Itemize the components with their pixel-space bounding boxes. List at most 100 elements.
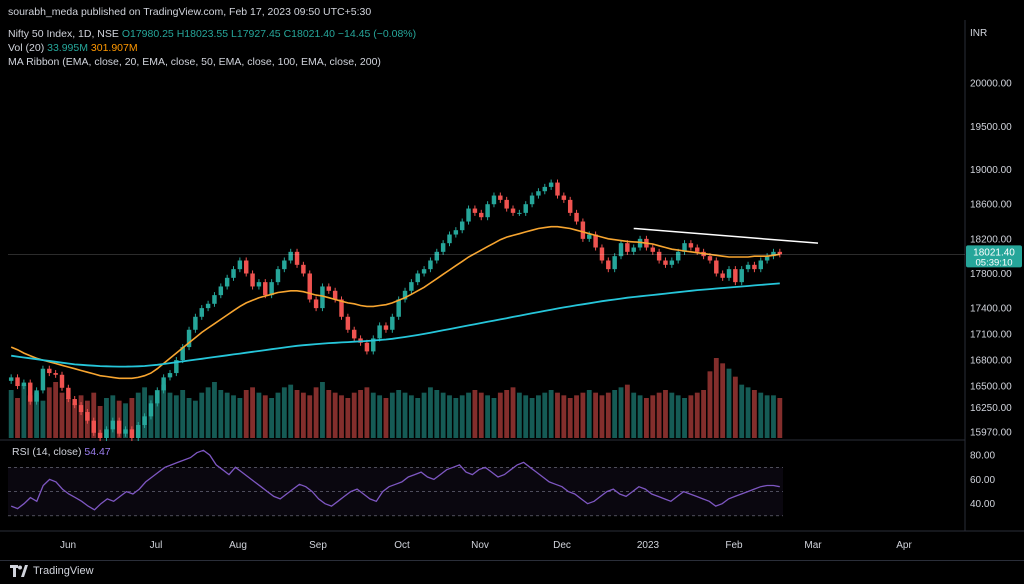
time-tick-label: Apr: [896, 540, 912, 551]
brand-label: TradingView: [33, 565, 94, 577]
volume-bar: [40, 400, 46, 438]
high-value: H18023.55: [176, 28, 229, 40]
candle: [466, 205, 471, 225]
rsi-line: RSI (14, close) 54.47: [12, 446, 111, 458]
candle: [256, 279, 262, 290]
candle: [650, 244, 655, 255]
candle: [428, 257, 433, 273]
volume-bar: [364, 387, 370, 438]
price-tick-label: 19500.00: [970, 122, 1012, 133]
tradingview-brand[interactable]: TradingView: [10, 565, 94, 577]
volume-bar: [345, 398, 351, 438]
volume-bar: [504, 390, 510, 438]
ma-ribbon-line[interactable]: MA Ribbon (EMA, close, 20, EMA, close, 5…: [8, 56, 381, 68]
candle: [161, 374, 166, 394]
volume-bar: [644, 398, 649, 438]
volume-bar: [8, 390, 14, 438]
volume-bar: [46, 387, 52, 438]
volume-bar: [536, 395, 541, 438]
volume-bar: [351, 392, 357, 438]
volume-bar: [605, 392, 611, 438]
candle: [612, 253, 617, 273]
candle: [47, 365, 52, 377]
candle: [78, 402, 84, 416]
volume-bar: [752, 390, 757, 438]
candle: [434, 248, 440, 264]
low-value: L17927.45: [231, 28, 281, 40]
volume-line: Vol (20) 33.995M 301.907M: [8, 42, 138, 54]
volume-bar: [485, 395, 491, 438]
candle: [224, 274, 230, 290]
volume-bar: [631, 392, 637, 438]
candle: [320, 283, 325, 312]
time-tick-label: Jul: [150, 540, 163, 551]
volume-bar: [377, 395, 383, 438]
volume-bar: [186, 398, 192, 438]
volume-bar: [713, 358, 719, 438]
volume-bar: [123, 403, 128, 438]
candle: [66, 384, 71, 403]
volume-bar: [21, 384, 27, 438]
volume-bar: [707, 371, 713, 438]
volume-label[interactable]: Vol (20): [8, 42, 45, 54]
candle: [409, 279, 414, 294]
candle: [726, 266, 732, 281]
volume-bar: [732, 376, 738, 438]
candle: [339, 296, 344, 320]
volume-bar: [777, 398, 783, 438]
volume-bar: [650, 395, 656, 438]
rsi-label[interactable]: RSI (14, close): [12, 446, 82, 458]
volume-bar: [510, 387, 516, 438]
candle: [574, 209, 579, 225]
candle: [714, 257, 719, 277]
rsi-line: [10, 449, 780, 511]
time-tick-label: Sep: [309, 540, 327, 551]
symbol-name[interactable]: Nifty 50 Index, 1D, NSE: [8, 28, 119, 40]
volume-bar: [339, 395, 344, 438]
candle: [294, 248, 300, 268]
volume-bar: [65, 398, 71, 438]
candle: [536, 188, 541, 199]
candle: [733, 266, 738, 286]
volume-bar: [624, 384, 630, 438]
candle: [498, 192, 503, 203]
candle: [479, 209, 484, 221]
footer-bar: [0, 560, 1024, 584]
volume-bar: [402, 392, 408, 438]
time-tick-label: Mar: [804, 540, 822, 551]
volume-bar: [383, 398, 389, 438]
volume-bar: [669, 392, 675, 438]
candle: [485, 201, 490, 221]
candle: [116, 417, 122, 437]
volume-bar: [199, 392, 205, 438]
volume-bar: [548, 390, 554, 438]
candle: [771, 248, 776, 260]
candle: [675, 248, 681, 264]
moving-averages: [10, 225, 780, 380]
candle: [250, 270, 255, 290]
volume-bar: [59, 392, 65, 438]
candle: [567, 196, 573, 216]
candle: [345, 313, 351, 333]
candle: [618, 240, 624, 260]
candle: [136, 421, 141, 442]
volume-bar: [243, 390, 249, 438]
candle: [739, 266, 744, 286]
candle: [561, 192, 567, 203]
volume-bar: [574, 395, 579, 438]
volume-bar: [250, 387, 255, 438]
candle: [421, 266, 427, 277]
volume-bar: [720, 363, 726, 438]
candle: [415, 270, 420, 286]
volume-bar: [262, 395, 268, 438]
candle: [523, 201, 528, 216]
last-price-tag: [966, 245, 1022, 268]
volume-bar: [663, 390, 668, 438]
candle: [548, 179, 554, 190]
rsi-panel: [10, 449, 780, 511]
candle: [21, 379, 27, 390]
ema-50-line: [10, 225, 780, 380]
volume-bar: [408, 395, 414, 438]
volume-bar: [180, 390, 186, 438]
